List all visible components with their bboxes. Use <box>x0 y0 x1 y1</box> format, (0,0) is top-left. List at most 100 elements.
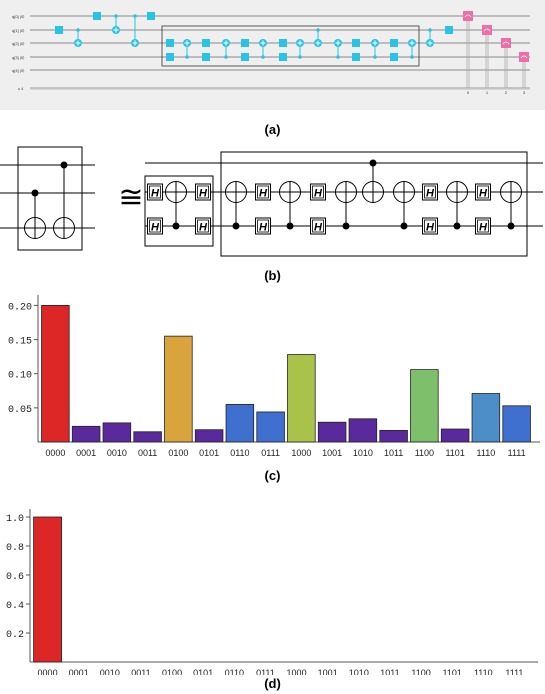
h-gate-label: H <box>199 222 208 234</box>
y-tick-label: 0.10 <box>8 371 32 382</box>
x-tick-label: 0101 <box>199 448 219 458</box>
h-gate-inner <box>477 185 489 199</box>
measure-gate <box>482 25 492 35</box>
h-gate-label: H <box>314 222 323 234</box>
x-tick-label: 1010 <box>349 668 369 675</box>
h-gate-label: H <box>151 188 160 200</box>
h-gate-inner <box>149 185 161 199</box>
equivalence-symbol: ≅ <box>118 181 143 214</box>
x-tick-label: 0110 <box>225 668 244 675</box>
bar-1100 <box>410 369 439 443</box>
h-gate <box>241 39 249 47</box>
bar-1010 <box>348 418 378 443</box>
h-gate <box>279 39 287 47</box>
bar-1110 <box>471 393 501 443</box>
h-gate <box>55 26 63 34</box>
x-tick-label: 0100 <box>162 668 182 675</box>
h-gate <box>445 26 453 34</box>
x-tick-label: 1110 <box>477 448 496 458</box>
x-tick-label: 1100 <box>415 448 434 458</box>
control-dot <box>232 222 240 230</box>
control-dot <box>428 28 432 32</box>
x-tick-label: 1101 <box>443 668 462 675</box>
x-tick-label: 0100 <box>168 448 188 458</box>
x-tick-label: 0001 <box>69 668 89 675</box>
x-tick-label: 0101 <box>193 668 213 675</box>
x-tick-label: 0111 <box>256 668 275 675</box>
h-gate <box>475 183 491 201</box>
circuit-frame <box>161 25 420 67</box>
control-dot <box>286 222 294 230</box>
h-gate-label: H <box>426 188 435 200</box>
bar-1001 <box>317 421 347 443</box>
h-gate-inner <box>477 219 489 233</box>
control-dot <box>261 55 265 59</box>
x-tick-label: 1100 <box>411 668 430 675</box>
x-tick-label: 1000 <box>291 448 311 458</box>
h-gate <box>279 53 287 61</box>
control-dot <box>114 14 118 18</box>
control-dot <box>373 55 377 59</box>
x-tick-label: 1110 <box>474 668 493 675</box>
qubit-label: q[2] |0⟩ <box>12 41 25 46</box>
h-gate-label: H <box>259 188 268 200</box>
bar-0000 <box>41 305 70 443</box>
h-gate <box>241 53 249 61</box>
h-gate <box>475 217 491 235</box>
x-tick-label: 0000 <box>45 448 65 458</box>
circuit-b-panel: ≅ H H H H H H H H H H H H <box>0 140 545 260</box>
h-gate-label: H <box>199 188 208 200</box>
bar-1111 <box>502 405 531 443</box>
x-tick-label: 0000 <box>38 668 58 675</box>
control-dot <box>76 28 80 32</box>
control-dot <box>342 222 350 230</box>
circuit-a-diagram: q[0] |0⟩ q[1] |0⟩ q[2] |0⟩ q[3] |0⟩ q[4] |0⟩… <box>0 0 545 110</box>
meter-icon <box>520 55 528 59</box>
chart-c: 0.05 0.10 0.15 0.20 0000 0001 0010 0011 0100 0101… <box>8 294 540 458</box>
y-tick-label: 0.6 <box>6 572 24 583</box>
x-tick-label: 1000 <box>287 668 307 675</box>
qubit-label: q[4] |0⟩ <box>12 68 25 73</box>
h-gate-inner <box>197 185 209 199</box>
h-gate <box>352 53 360 61</box>
qubit-label: q[1] |0⟩ <box>12 28 25 33</box>
circuit-frame <box>17 146 83 251</box>
bar-1011 <box>379 429 408 443</box>
h-gate <box>352 39 360 47</box>
h-gate <box>202 53 210 61</box>
bar-0000 <box>33 516 62 663</box>
h-gate <box>166 53 174 61</box>
bar-0110 <box>225 404 255 443</box>
y-tick-label: 0.20 <box>8 302 32 313</box>
y-tick-label: 0.2 <box>6 630 24 641</box>
h-gate <box>195 183 211 201</box>
x-tick-label: 1001 <box>322 448 342 458</box>
measure-index: 3 <box>523 90 526 95</box>
h-gate <box>422 183 438 201</box>
bar-1000 <box>287 354 316 443</box>
h-gate-inner <box>424 185 436 199</box>
y-tick-label: 0.8 <box>6 543 24 554</box>
x-tick-label: 0110 <box>230 448 249 458</box>
x-tick-label: 0001 <box>76 448 96 458</box>
control-dot <box>60 161 68 169</box>
circuit-b-diagram: ≅ H H H H H H H H H H H H <box>0 146 543 257</box>
measure-index: 1 <box>486 90 489 95</box>
caption-d: (d) <box>264 676 281 691</box>
chart-d-panel: 0.2 0.4 0.6 0.8 1.0 0000 0001 0010 0011 0100 0101 0… <box>0 505 545 678</box>
h-gate-label: H <box>479 222 488 234</box>
h-gate-inner <box>197 219 209 233</box>
x-tick-label: 1101 <box>445 448 464 458</box>
h-gate <box>255 183 271 201</box>
control-dot <box>336 55 340 59</box>
circuit-a-background <box>0 0 545 110</box>
h-gate <box>166 39 174 47</box>
h-gate-inner <box>257 185 269 199</box>
control-dot <box>31 189 39 197</box>
x-tick-label: 1001 <box>318 668 338 675</box>
control-dot <box>172 222 180 230</box>
measure-index: 0 <box>467 90 470 95</box>
x-tick-label: 0011 <box>138 448 157 458</box>
h-gate-inner <box>312 185 324 199</box>
bar-0100 <box>164 335 193 443</box>
